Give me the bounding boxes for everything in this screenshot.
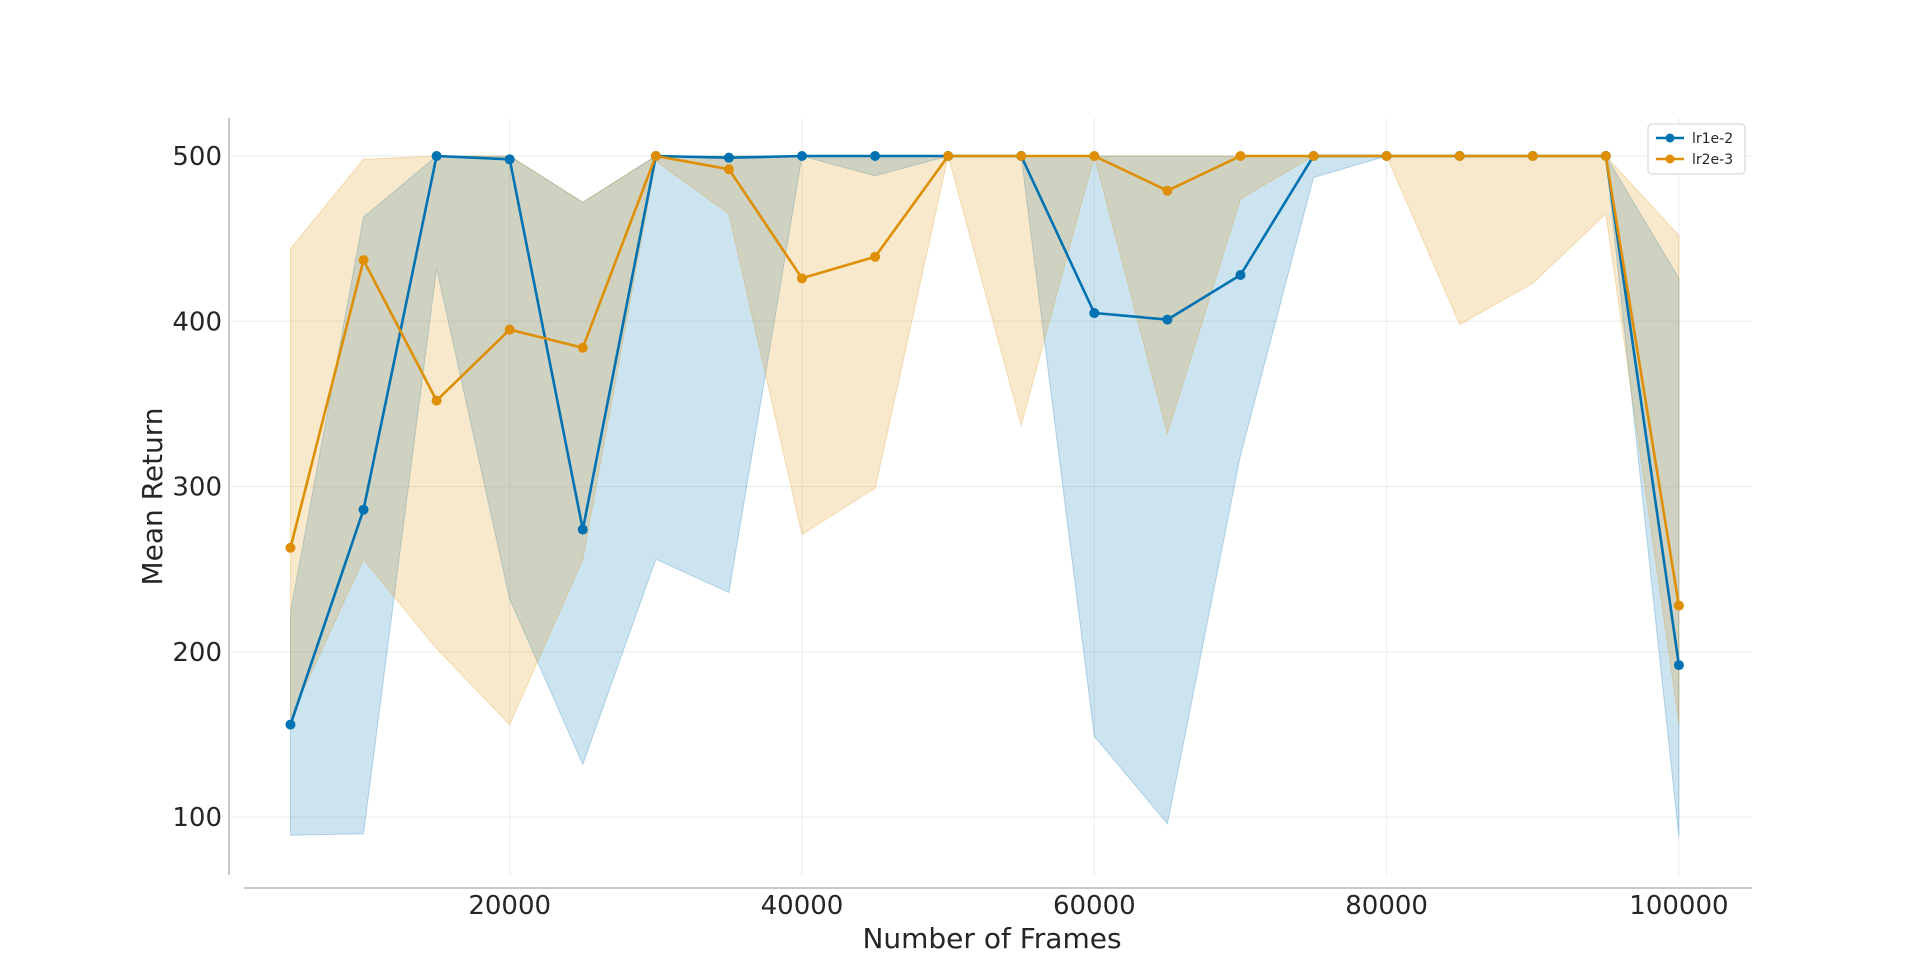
legend-label-lr2e-3: lr2e-3 (1692, 152, 1733, 168)
point-lr2e-3-95000 (1600, 151, 1611, 162)
point-lr2e-3-30000 (650, 151, 661, 162)
point-lr2e-3-15000 (431, 395, 442, 406)
point-lr2e-3-60000 (1089, 151, 1100, 162)
point-lr1e-2-20000 (504, 154, 515, 165)
point-lr2e-3-85000 (1454, 151, 1465, 162)
point-lr1e-2-65000 (1162, 314, 1173, 325)
point-lr2e-3-70000 (1235, 151, 1246, 162)
point-lr2e-3-25000 (577, 342, 588, 353)
point-lr2e-3-100000 (1673, 600, 1684, 611)
y-tick-label-500: 500 (172, 142, 222, 172)
y-tick-label-400: 400 (172, 307, 222, 337)
point-lr1e-2-70000 (1235, 270, 1246, 281)
point-lr2e-3-20000 (504, 324, 515, 335)
point-lr1e-2-60000 (1089, 308, 1100, 319)
point-lr2e-3-45000 (870, 251, 881, 262)
point-lr2e-3-80000 (1381, 151, 1392, 162)
point-lr2e-3-40000 (797, 273, 807, 284)
point-lr1e-2-35000 (723, 152, 734, 163)
legend-label-lr1e-2: lr1e-2 (1692, 131, 1733, 147)
point-lr1e-2-45000 (870, 151, 881, 162)
x-axis-ticks: 20000 40000 60000 80000 100000 (468, 891, 1728, 921)
y-axis-ticks: 100 200 300 400 500 (172, 142, 222, 833)
y-tick-label-100: 100 (172, 803, 222, 833)
point-lr1e-2-100000 (1673, 660, 1684, 671)
series-points (285, 151, 1684, 730)
confidence-bands (290, 154, 1680, 838)
point-lr2e-3-10000 (358, 255, 369, 266)
point-lr2e-3-65000 (1162, 185, 1173, 196)
x-tick-label-100000: 100000 (1629, 891, 1728, 921)
x-tick-label-40000: 40000 (761, 891, 844, 921)
y-tick-label-300: 300 (172, 473, 222, 503)
series-lines (289, 154, 1681, 726)
point-lr2e-3-90000 (1527, 151, 1538, 162)
point-lr2e-3-35000 (723, 164, 734, 175)
y-tick-label-200: 200 (172, 638, 222, 668)
point-lr1e-2-40000 (797, 151, 807, 162)
point-lr2e-3-50000 (943, 151, 954, 162)
y-axis-label: Mean Return (136, 407, 169, 585)
point-lr1e-2-5000 (285, 719, 296, 730)
point-lr2e-3-5000 (285, 542, 296, 553)
x-tick-label-60000: 60000 (1053, 891, 1136, 921)
line-lr2e-3 (289, 154, 1681, 606)
x-tick-label-80000: 80000 (1345, 891, 1428, 921)
x-tick-label-20000: 20000 (468, 891, 551, 921)
point-lr2e-3-55000 (1016, 151, 1027, 162)
band-lr2e-3 (290, 154, 1680, 726)
legend-marker-lr2e-3 (1665, 154, 1675, 164)
x-axis-label: Number of Frames (862, 922, 1121, 955)
point-lr1e-2-25000 (577, 524, 588, 535)
legend: lr1e-2 lr2e-3 (1647, 123, 1746, 175)
point-lr1e-2-10000 (358, 504, 369, 515)
point-lr1e-2-15000 (431, 151, 442, 162)
point-lr2e-3-75000 (1308, 151, 1319, 162)
axes (228, 118, 1752, 889)
legend-marker-lr1e-2 (1665, 133, 1675, 143)
